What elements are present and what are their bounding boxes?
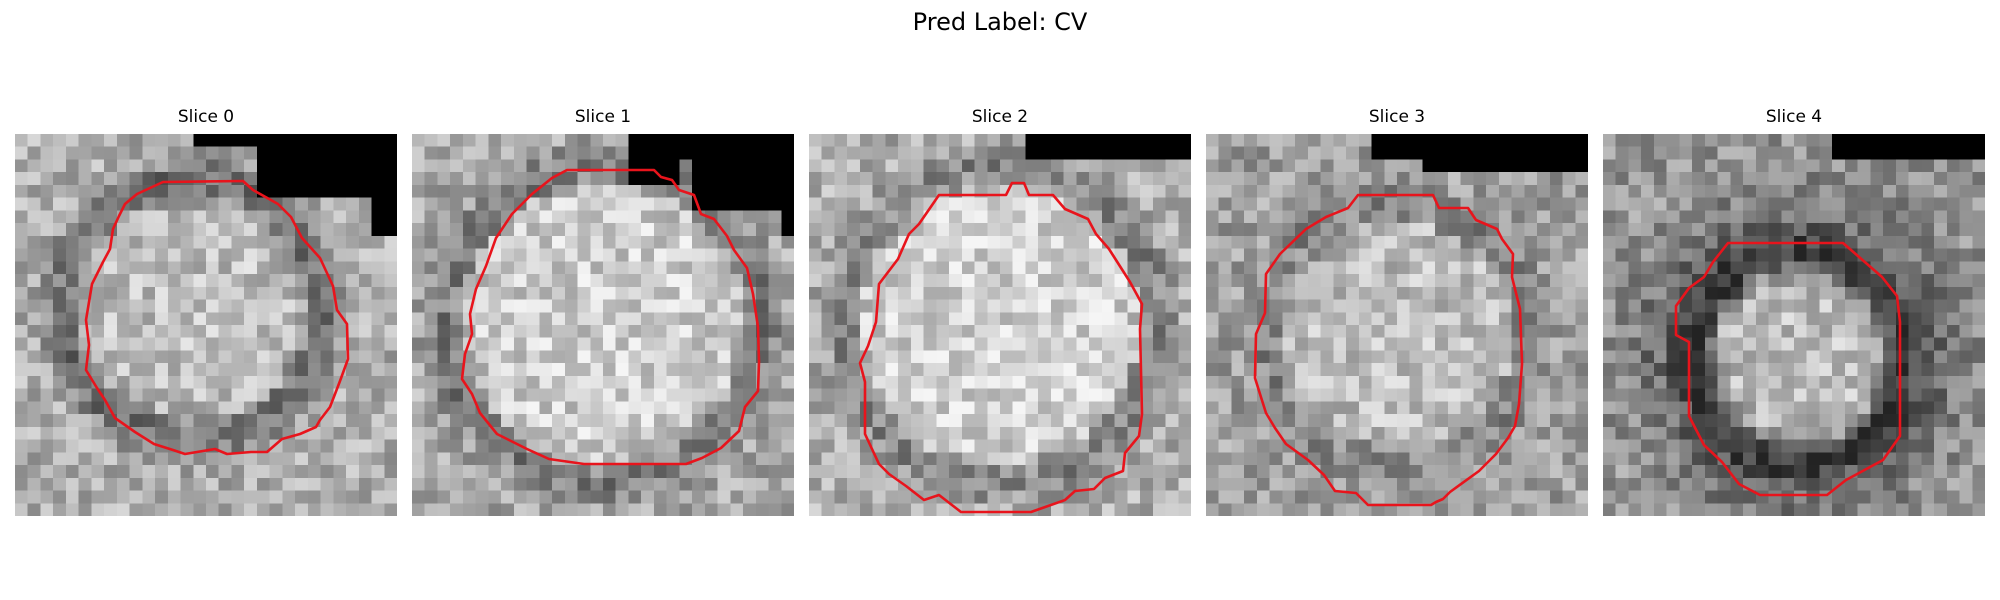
segmentation-contour-0 [84,179,350,456]
slice-title-0: Slice 0 [177,107,235,127]
figure-title: Pred Label: CV [912,8,1088,36]
slice-image-4 [1603,134,1985,516]
slice-title-2: Slice 2 [971,107,1029,127]
slice-title-3: Slice 3 [1368,107,1426,127]
slice-title-1: Slice 1 [574,107,632,127]
slice-panel-4: Slice 4 [1603,106,1985,516]
slice-image-1 [412,134,794,516]
slice-image-0 [15,134,397,516]
slice-panel-1: Slice 1 [412,106,794,516]
slice-panel-0: Slice 0 [15,106,397,516]
segmentation-contour-3 [1253,193,1524,507]
slice-panel-3: Slice 3 [1206,106,1588,516]
slice-image-3 [1206,134,1588,516]
slice-title-4: Slice 4 [1765,107,1823,127]
segmentation-contour-4 [1674,241,1902,497]
segmentation-contour-2 [858,181,1144,514]
segmentation-contour-1 [460,168,761,466]
slice-panel-2: Slice 2 [809,106,1191,516]
